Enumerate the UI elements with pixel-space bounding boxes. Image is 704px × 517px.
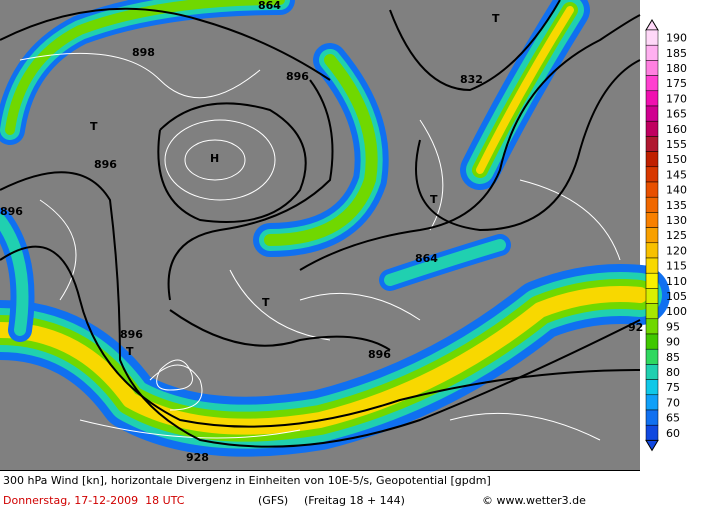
legend-label: 150 bbox=[666, 153, 687, 166]
legend-swatch bbox=[645, 181, 659, 198]
legend-swatch bbox=[645, 44, 659, 61]
legend-label: 185 bbox=[666, 47, 687, 60]
legend-swatch bbox=[645, 394, 659, 411]
jet-band bbox=[5, 0, 285, 135]
legend-label: 65 bbox=[666, 412, 680, 425]
legend-swatch bbox=[645, 90, 659, 107]
pressure-symbol: T bbox=[430, 193, 438, 206]
contour-label: 896 bbox=[0, 205, 23, 218]
legend-swatch bbox=[645, 379, 659, 396]
pressure-symbol: T bbox=[492, 12, 500, 25]
legend-arrow-bottom bbox=[645, 439, 659, 452]
legend-arrow-top bbox=[645, 19, 659, 31]
legend-swatch bbox=[645, 120, 659, 137]
legend-label: 95 bbox=[666, 320, 680, 333]
legend-label: 140 bbox=[666, 184, 687, 197]
legend-swatch bbox=[645, 333, 659, 350]
legend-label: 145 bbox=[666, 168, 687, 181]
legend-swatch bbox=[645, 29, 659, 46]
legend-label: 75 bbox=[666, 381, 680, 394]
legend-label: 70 bbox=[666, 396, 680, 409]
legend-label: 130 bbox=[666, 214, 687, 227]
legend-label: 135 bbox=[666, 199, 687, 212]
contour-label: 928 bbox=[186, 451, 209, 464]
contour-label: 864 bbox=[415, 252, 438, 265]
footer-run: (Freitag 18 + 144) bbox=[304, 494, 405, 507]
legend-swatch bbox=[645, 227, 659, 244]
legend-swatch bbox=[645, 409, 659, 426]
footer-copyright: © www.wetter3.de bbox=[482, 494, 586, 507]
footer-background bbox=[0, 470, 640, 513]
jet-band bbox=[384, 239, 506, 286]
footer-model: (GFS) bbox=[258, 494, 288, 507]
legend-swatch bbox=[645, 60, 659, 76]
legend-swatch bbox=[645, 136, 659, 152]
contour-label: 898 bbox=[132, 46, 155, 59]
legend-swatch bbox=[645, 424, 659, 441]
jet-band bbox=[264, 54, 378, 246]
legend-label: 110 bbox=[666, 275, 687, 288]
contour-label: 896 bbox=[368, 348, 391, 361]
geopotential-contours bbox=[0, 0, 641, 448]
legend-swatch bbox=[645, 166, 659, 183]
contour-label: 92 bbox=[628, 321, 643, 334]
contour-label: 896 bbox=[286, 70, 309, 83]
contour-label: 896 bbox=[94, 158, 117, 171]
legend-label: 115 bbox=[666, 260, 687, 273]
legend-swatch bbox=[645, 288, 659, 304]
legend-swatch bbox=[645, 348, 659, 365]
legend-label: 125 bbox=[666, 229, 687, 242]
legend-swatch bbox=[645, 318, 659, 335]
legend-swatch bbox=[645, 242, 659, 259]
legend-label: 85 bbox=[666, 351, 680, 364]
legend-label: 165 bbox=[666, 108, 687, 121]
legend-swatch bbox=[645, 303, 659, 320]
legend-label: 180 bbox=[666, 62, 687, 75]
legend: 190 185 180 175 170 165 160 155 150 145 140 135 130 1… bbox=[645, 19, 687, 452]
jet-band bbox=[0, 214, 29, 336]
legend-swatch bbox=[645, 105, 659, 122]
legend-label: 90 bbox=[666, 336, 680, 349]
legend-label: 120 bbox=[666, 244, 687, 257]
pressure-symbol: H bbox=[210, 152, 219, 165]
pressure-symbol: T bbox=[126, 345, 134, 358]
legend-swatch bbox=[645, 257, 659, 274]
legend-label: 175 bbox=[666, 77, 687, 90]
legend-label: 155 bbox=[666, 138, 687, 151]
legend-label: 105 bbox=[666, 290, 687, 303]
legend-label: 60 bbox=[666, 427, 680, 440]
footer-description: 300 hPa Wind [kn], horizontale Divergenz… bbox=[3, 474, 491, 487]
legend-label: 170 bbox=[666, 92, 687, 105]
legend-swatch bbox=[645, 151, 659, 168]
legend-label: 160 bbox=[666, 123, 687, 136]
legend-label: 80 bbox=[666, 366, 680, 379]
jet-band bbox=[476, 6, 574, 174]
legend-label: 100 bbox=[666, 305, 687, 318]
legend-swatch bbox=[645, 272, 659, 289]
pressure-symbol: T bbox=[90, 120, 98, 133]
footer-date: Donnerstag, 17-12-2009 18 UTC bbox=[3, 494, 185, 507]
contour-label: 896 bbox=[120, 328, 143, 341]
legend-swatch bbox=[645, 364, 659, 380]
legend-swatch bbox=[645, 75, 659, 92]
legend-swatch bbox=[645, 196, 659, 213]
pressure-symbol: T bbox=[262, 296, 270, 309]
contour-label: 864 bbox=[258, 0, 281, 12]
contour-label: 832 bbox=[460, 73, 483, 86]
legend-label: 190 bbox=[666, 32, 687, 45]
map-labels: 898 896 896 864 832 T T H T T 896 896 T … bbox=[0, 0, 643, 464]
legend-swatch bbox=[645, 212, 659, 228]
